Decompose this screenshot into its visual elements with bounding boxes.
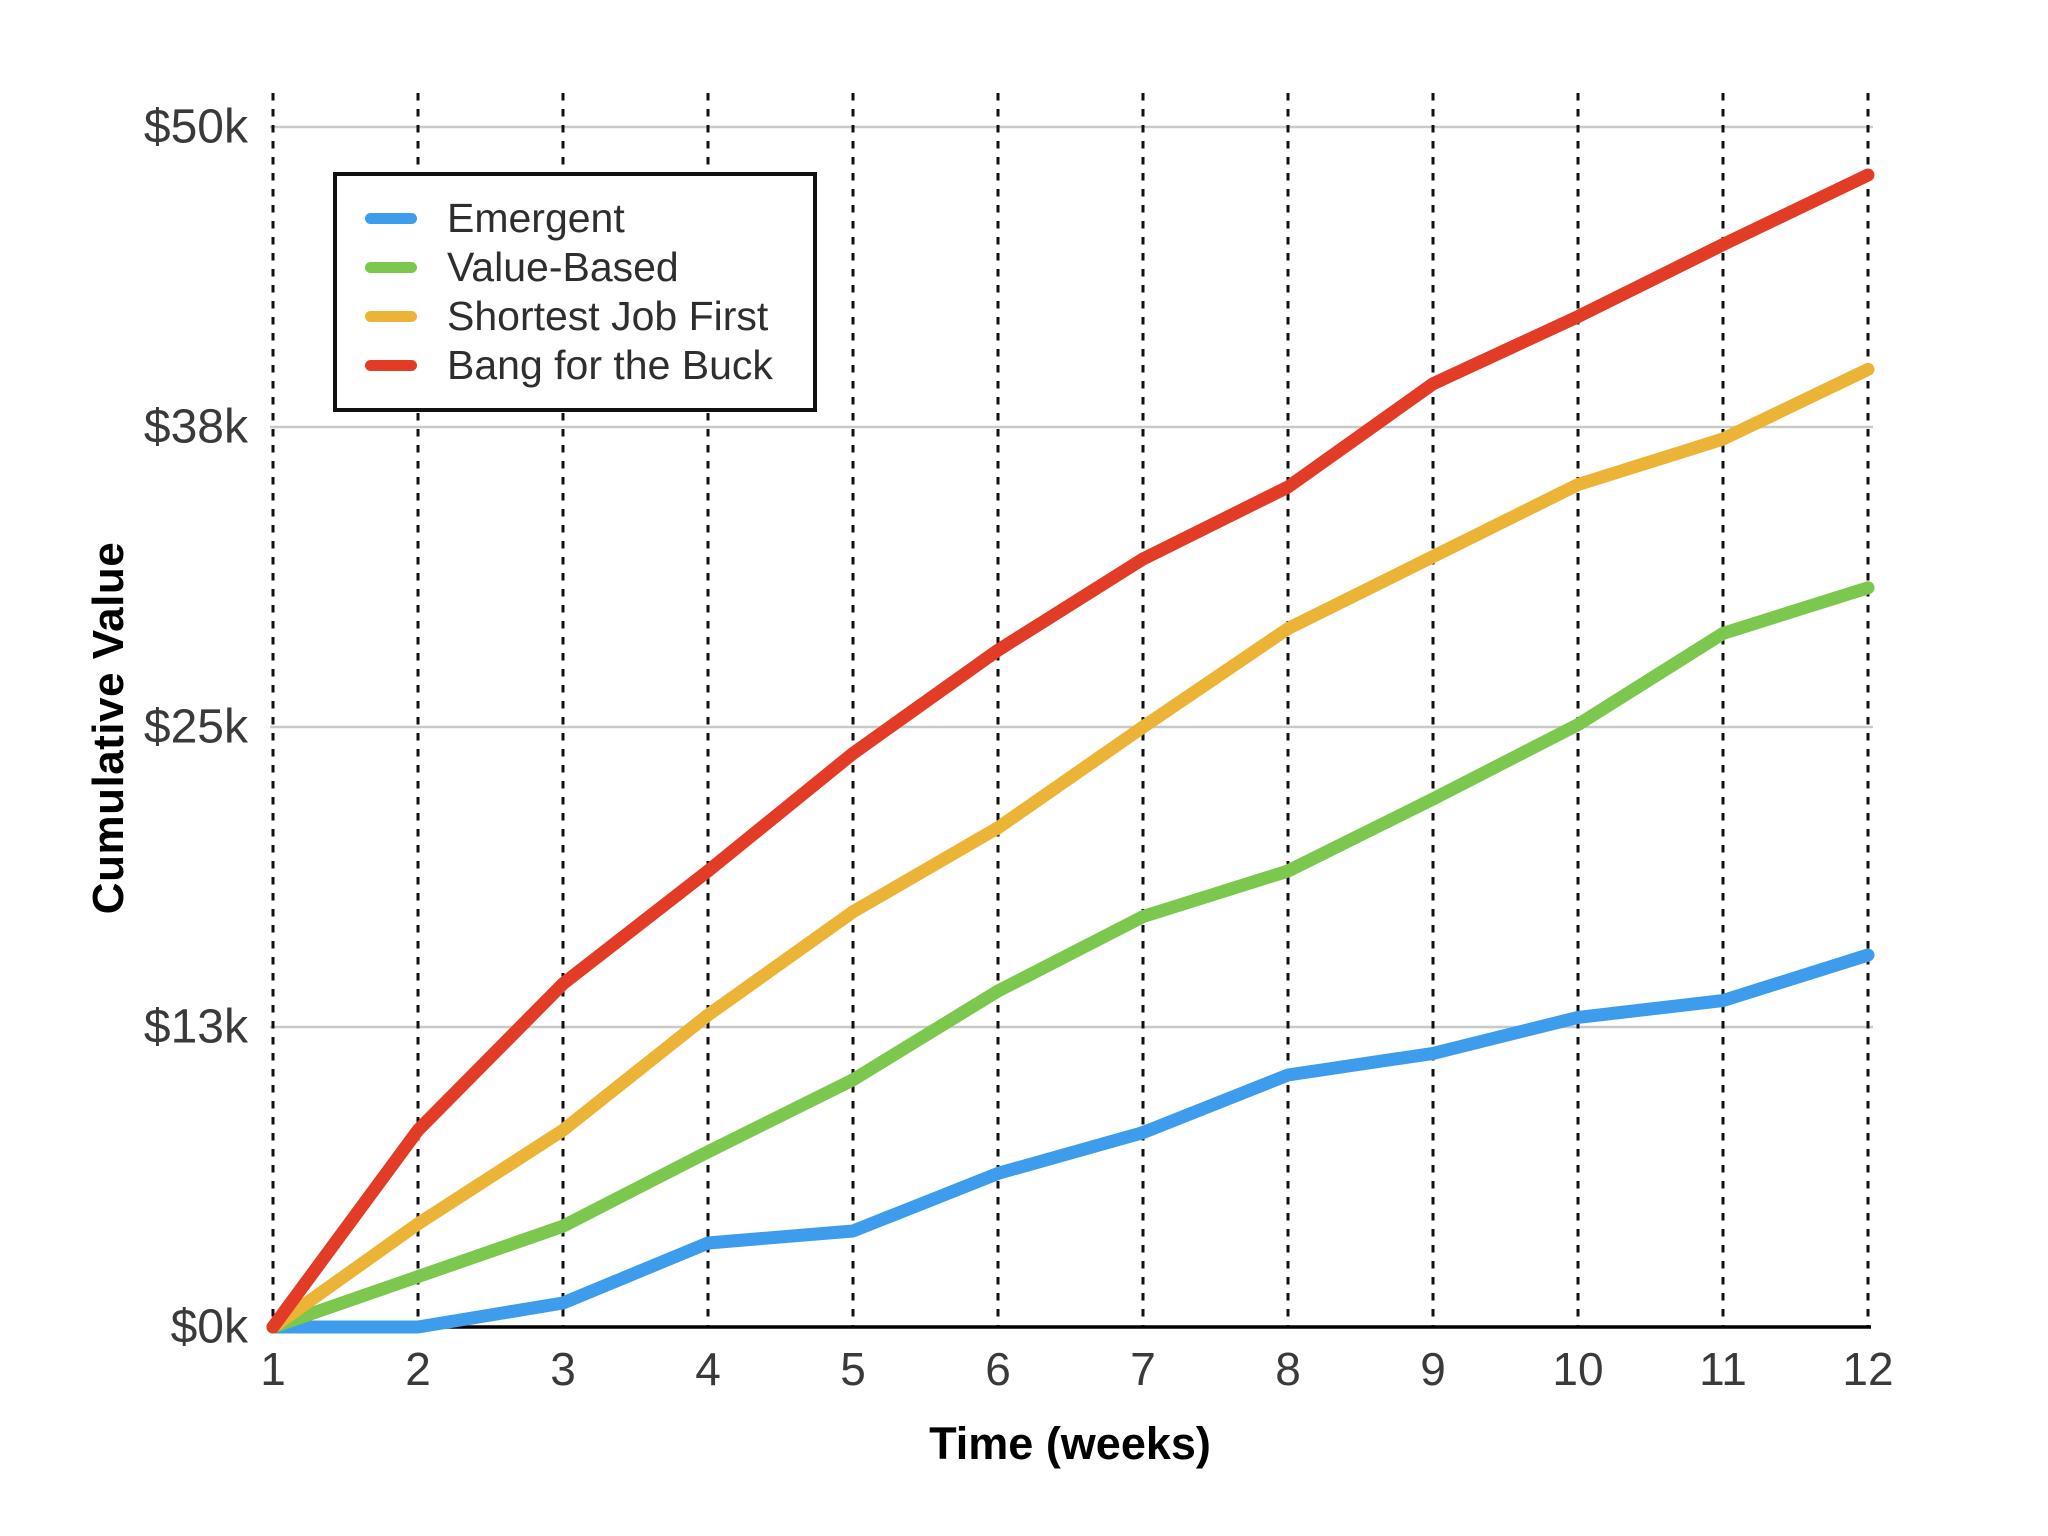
series-line-emergent (266, 948, 1875, 1334)
legend: Emergent Value-Based Shortest Job First Ban… (333, 172, 817, 412)
legend-item-bang-for-the-buck: Bang for the Buck (365, 341, 773, 390)
y-tick-label: $38k (143, 400, 248, 454)
x-tick-label: 10 (1552, 1343, 1604, 1395)
plot-area (266, 93, 1875, 1334)
legend-swatch (365, 360, 417, 371)
legend-label: Emergent (447, 195, 625, 241)
x-tick-label: 12 (1842, 1343, 1894, 1395)
plot-svg (266, 93, 1875, 1334)
x-tick-label: 6 (985, 1343, 1011, 1395)
x-tick-label: 2 (405, 1343, 431, 1395)
legend-swatch (365, 311, 417, 322)
legend-label: Value-Based (447, 244, 679, 290)
legend-label: Bang for the Buck (447, 342, 773, 388)
x-axis-title: Time (weeks) (929, 1418, 1211, 1469)
x-tick-label: 3 (550, 1343, 576, 1395)
y-tick-label: $13k (143, 1000, 248, 1054)
legend-swatch (365, 213, 417, 224)
series-line-bang-for-the-buck (266, 168, 1875, 1334)
legend-label: Shortest Job First (447, 293, 769, 339)
series-line-value-based (266, 581, 1875, 1334)
legend-item-value-based: Value-Based (365, 243, 773, 292)
legend-swatch (365, 262, 417, 273)
y-tick-label: $0k (170, 1300, 248, 1354)
x-tick-label: 1 (260, 1343, 286, 1395)
x-tick-label: 5 (840, 1343, 866, 1395)
x-tick-label: 8 (1275, 1343, 1301, 1395)
x-tick-label: 7 (1130, 1343, 1156, 1395)
legend-item-emergent: Emergent (365, 194, 773, 243)
series-line-shortest-job-first (266, 362, 1875, 1334)
x-tick-label: 11 (1699, 1343, 1747, 1395)
y-tick-label: $50k (143, 100, 248, 154)
legend-item-shortest-job-first: Shortest Job First (365, 292, 773, 341)
y-tick-label: $25k (143, 700, 248, 754)
x-tick-label: 4 (695, 1343, 721, 1395)
x-tick-label: 9 (1420, 1343, 1446, 1395)
